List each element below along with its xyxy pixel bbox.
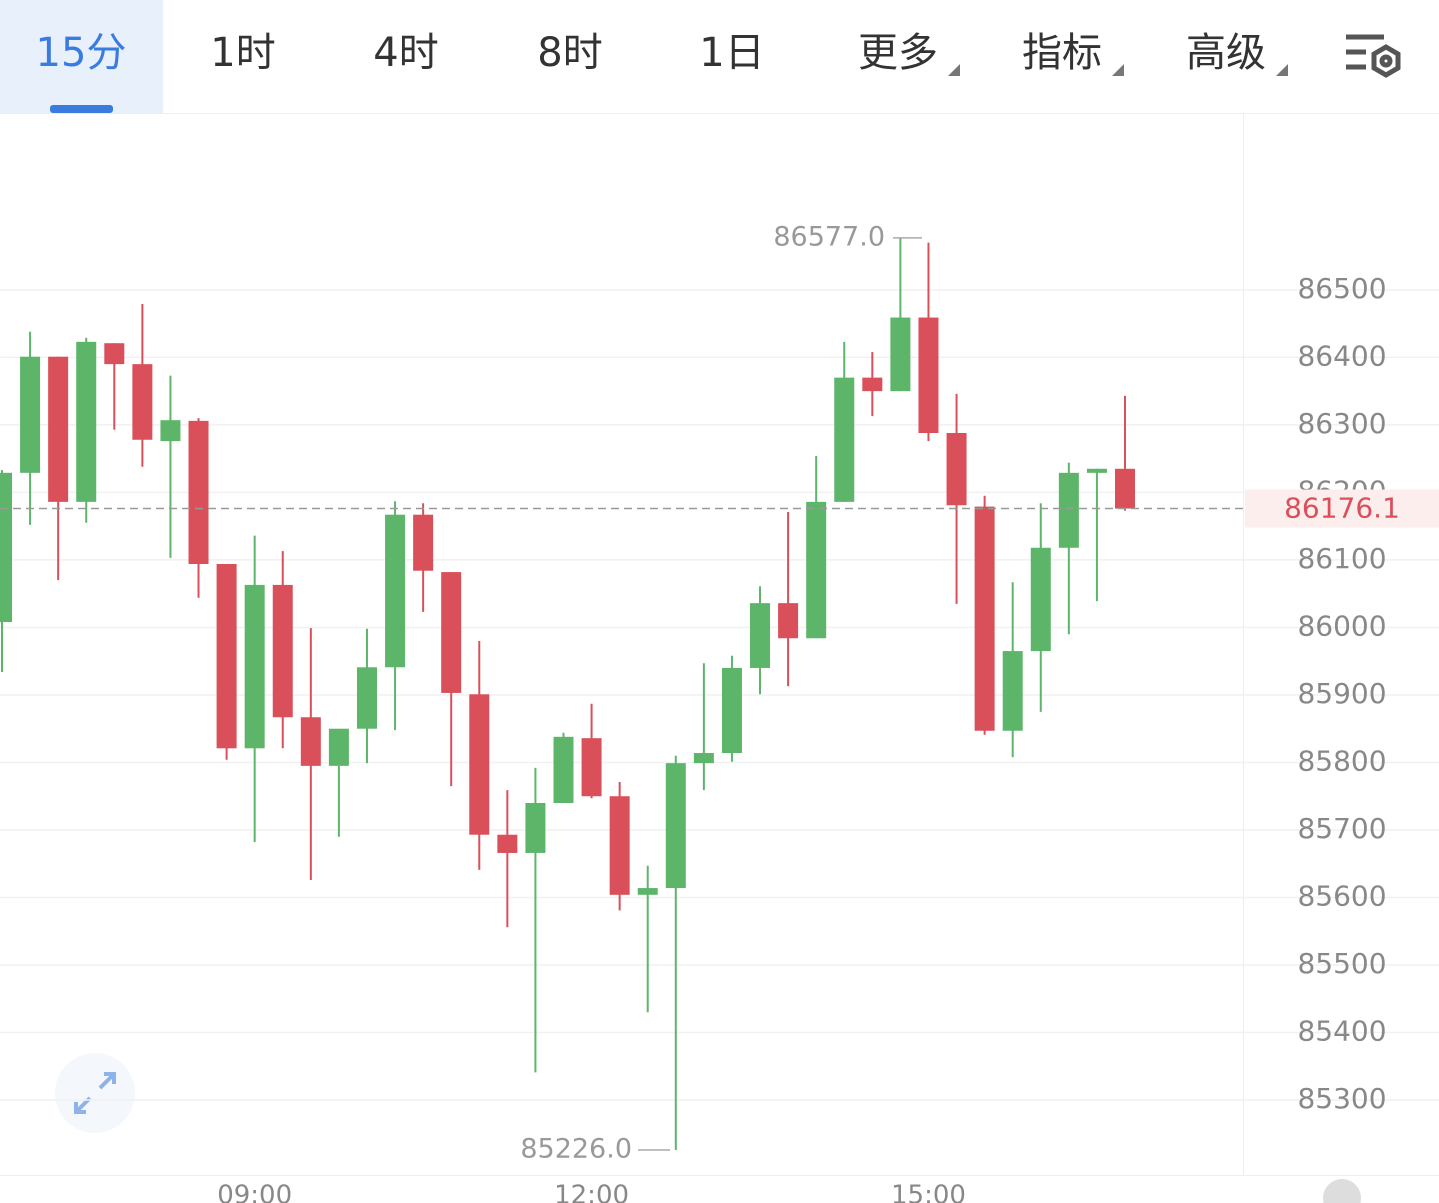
y-tick-label: 85700 — [1297, 812, 1386, 845]
candle-body — [188, 420, 209, 564]
k-button[interactable] — [1323, 1179, 1361, 1203]
expand-button[interactable] — [55, 1053, 135, 1133]
candle-body — [48, 356, 69, 502]
candle-body — [1058, 472, 1079, 548]
dropdown-caret — [948, 64, 960, 76]
candle-body — [0, 472, 12, 623]
candle-body — [862, 377, 883, 392]
candle-body — [890, 317, 911, 392]
toolbar-tab[interactable]: 8时 — [537, 30, 602, 76]
toolbar-tab[interactable]: 15分 — [36, 30, 127, 76]
candle-body — [104, 343, 125, 365]
low-marker-label: 85226.0 — [520, 1134, 632, 1165]
candle-body — [1002, 651, 1023, 731]
y-tick-label: 85600 — [1297, 880, 1386, 913]
candle-body — [385, 514, 406, 668]
candle-body — [581, 738, 602, 797]
active-tab-bg — [0, 0, 163, 113]
toolbar-tab[interactable]: 高级 — [1186, 30, 1266, 76]
y-tick-label: 85300 — [1297, 1082, 1386, 1115]
candle-body — [132, 364, 153, 440]
candle-body — [328, 728, 349, 766]
high-marker-label: 86577.0 — [773, 221, 885, 252]
active-tab-indicator — [50, 105, 113, 113]
candle-body — [834, 377, 855, 502]
candle-body — [413, 514, 434, 571]
last-price-box — [1245, 489, 1439, 528]
last-price-label: 86176.1 — [1284, 492, 1400, 525]
candle-body — [441, 572, 462, 693]
candle-body — [356, 667, 377, 729]
y-tick-label: 86400 — [1297, 339, 1386, 372]
candle-body — [946, 433, 967, 506]
candle-body — [497, 834, 518, 853]
candle-body — [272, 584, 293, 718]
toolbar-tab[interactable]: 1时 — [210, 30, 275, 76]
toolbar-tab[interactable]: 更多 — [858, 30, 938, 76]
candle-body — [1086, 468, 1107, 473]
y-tick-label: 85900 — [1297, 677, 1386, 710]
candle-body — [20, 356, 41, 473]
toolbar-tab[interactable]: 指标 — [1022, 30, 1102, 76]
candle-body — [974, 506, 995, 731]
dropdown-caret — [1276, 64, 1288, 76]
y-tick-label: 86500 — [1297, 272, 1386, 305]
candle-body — [1115, 468, 1135, 509]
candle-body — [721, 667, 742, 754]
x-tick-label: 12:00 — [554, 1181, 629, 1203]
candle-body — [637, 888, 658, 895]
y-tick-label: 86000 — [1297, 609, 1386, 642]
candle-body — [216, 563, 237, 749]
candle-body — [553, 736, 574, 803]
y-tick-label: 85500 — [1297, 947, 1386, 980]
toolbar-tab[interactable]: 4时 — [373, 30, 438, 76]
x-tick-label: 09:00 — [217, 1181, 292, 1203]
candle-body — [609, 796, 630, 895]
candle-body — [693, 753, 714, 764]
candle-body — [750, 603, 771, 668]
toolbar-tab[interactable]: 1日 — [699, 30, 764, 76]
settings-icon[interactable] — [1346, 34, 1401, 78]
candle-body — [806, 501, 827, 639]
x-tick-label: 15:00 — [891, 1181, 966, 1203]
dropdown-caret — [1112, 64, 1124, 76]
candle-body — [665, 763, 686, 889]
candle-body — [300, 717, 321, 766]
y-tick-label: 86100 — [1297, 542, 1386, 575]
candle-body — [778, 603, 799, 639]
candle-body — [76, 341, 97, 502]
candle-body — [244, 584, 265, 749]
candle-body — [918, 317, 939, 433]
y-tick-label: 85800 — [1297, 744, 1386, 777]
y-tick-label: 85400 — [1297, 1015, 1386, 1048]
candle-body — [160, 420, 181, 442]
candle-body — [525, 802, 546, 853]
candle-body — [1030, 547, 1051, 652]
y-tick-label: 86300 — [1297, 407, 1386, 440]
candle-body — [469, 694, 490, 835]
